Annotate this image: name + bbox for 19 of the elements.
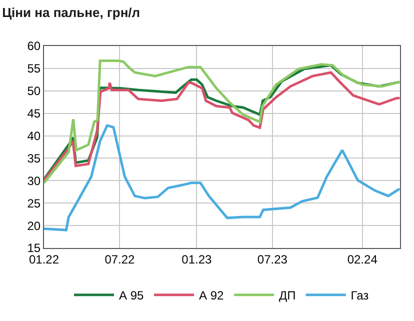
legend-label: А 92 <box>199 288 224 302</box>
y-tick-label: 55 <box>27 62 41 76</box>
y-tick-label: 20 <box>27 218 41 233</box>
legend-label: Газ <box>350 288 370 302</box>
line-series <box>44 124 400 232</box>
y-tick-label: 45 <box>27 106 41 121</box>
y-tick-label: 50 <box>27 84 41 98</box>
x-tick-label: 07.23 <box>257 252 288 266</box>
y-tick-label: 40 <box>27 128 41 143</box>
x-tick-label: 02.24 <box>347 252 378 266</box>
y-tick-label: 60 <box>27 39 41 54</box>
y-tick-label: 25 <box>27 196 41 210</box>
legend-label: А 95 <box>119 288 144 302</box>
x-tick-label: 07.22 <box>104 252 136 266</box>
chart-title: Ціни на пальне, грн/л <box>2 5 140 20</box>
legend-label: ДП <box>279 288 296 302</box>
y-tick-label: 30 <box>27 174 41 188</box>
y-tick-label: 35 <box>27 151 41 166</box>
x-tick-label: 01.23 <box>182 252 212 266</box>
